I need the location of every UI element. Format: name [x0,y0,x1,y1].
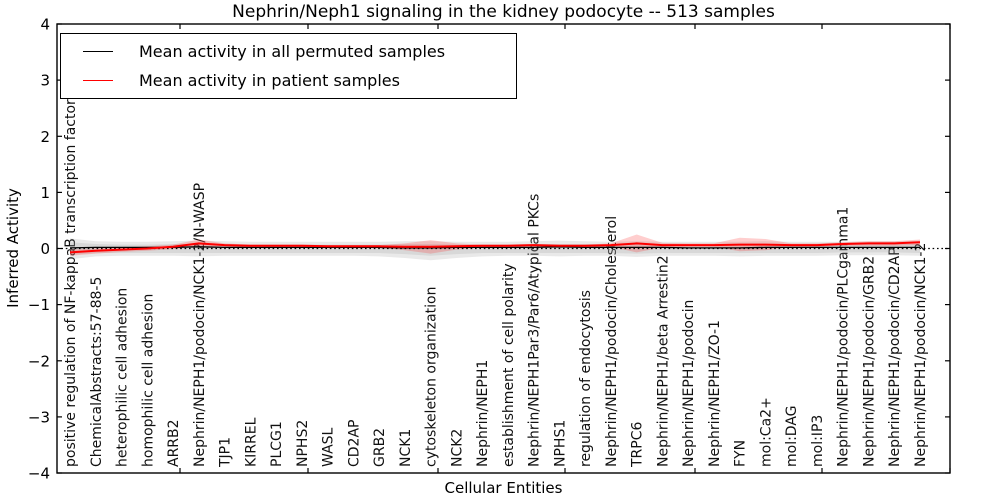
legend-entry-permuted: Mean activity in all permuted samples [69,37,508,65]
legend-entry-patient: Mean activity in patient samples [69,67,508,95]
y-tick-label: −2 [28,352,50,370]
x-tick-label: Nephrin/NEPH1/podocin [681,300,697,467]
x-tick-label: TRPC6 [630,422,646,468]
x-tick-label: Nephrin/NEPH1/podocin/NCK1-2 [913,243,929,467]
y-tick-label: −4 [28,465,50,483]
x-tick-label: Nephrin/NEPH1/podocin/Cholesterol [604,216,620,467]
x-tick-label: Nephrin/NEPH1/podocin/CD2AP [887,247,903,467]
x-tick-label: NCK1 [398,429,414,467]
y-tick-label: 1 [40,184,50,202]
legend: Mean activity in all permuted samples Me… [60,33,517,99]
x-tick-label: PLCG1 [269,421,285,467]
y-tick-label: 2 [40,128,50,146]
patient-line-swatch [83,80,113,82]
x-tick-label: heterophilic cell adhesion [115,288,131,467]
permuted-mean-line [69,246,920,249]
x-tick-label: WASL [321,427,337,467]
y-tick-label: 4 [40,16,50,34]
x-tick-label: mol:DAG [784,405,800,467]
x-tick-label: NPHS2 [295,420,311,467]
x-tick-label: ChemicalAbstracts:57-88-5 [89,277,105,467]
legend-label: Mean activity in patient samples [139,71,400,91]
x-tick-label: TJP1 [218,437,234,468]
x-tick-label: homophilic cell adhesion [140,294,156,467]
permuted-samples-range-outer-band [70,238,920,261]
patient-mean-line [69,241,921,254]
x-tick-label: Nephrin/NEPH1/podocin/NCK1-2/N-WASP [192,183,208,467]
y-axis-label: Inferred Activity [4,188,22,308]
x-tick-label: Nephrin/NEPH1 [475,360,491,467]
x-tick-label: Nephrin/NEPH1/ZO-1 [707,320,723,467]
x-tick-label: GRB2 [372,428,388,467]
x-tick-label: Nephrin/NEPH1/podocin/GRB2 [862,256,878,467]
x-tick-label: mol:IP3 [810,415,826,467]
permuted-line-swatch [83,50,113,52]
legend-label: Mean activity in all permuted samples [139,41,446,61]
x-axis-label: Cellular Entities [444,479,563,497]
x-tick-label: Nephrin/NEPH1Par3/Par6/Atypical PKCs [527,194,543,467]
x-tick-label: mol:Ca2+ [759,397,775,467]
x-tick-label: ARRB2 [166,419,182,467]
x-tick-label: Nephrin/NEPH1/beta Arrestin2 [655,255,671,467]
x-tick-label: NPHS1 [552,420,568,467]
x-tick-label: positive regulation of NF-kappaB transcr… [63,43,79,467]
x-tick-label: CD2AP [346,420,362,467]
x-tick-label: cytoskeleton organization [424,287,440,467]
x-tick-label: NCK2 [449,429,465,467]
y-tick-label: −1 [28,296,50,314]
y-tick-label: −3 [28,408,50,426]
y-tick-label: 0 [40,240,50,258]
x-tick-label: establishment of cell polarity [501,263,517,467]
x-tick-label: Nephrin/NEPH1/podocin/PLCgamma1 [836,207,852,467]
chart-title: Nephrin/Neph1 signaling in the kidney po… [232,2,775,22]
x-tick-label: KIRREL [243,417,259,467]
x-tick-label: FYN [733,440,749,467]
x-tick-label: regulation of endocytosis [578,290,594,467]
y-tick-label: 3 [40,72,50,90]
